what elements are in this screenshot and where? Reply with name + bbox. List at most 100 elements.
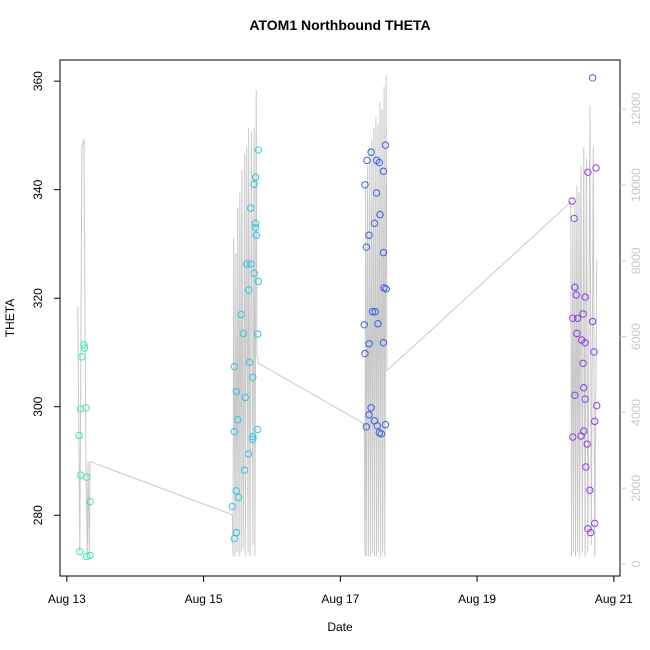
point xyxy=(240,466,249,474)
y2-tick-label: 10000 xyxy=(629,168,643,202)
point xyxy=(584,168,592,177)
point xyxy=(382,285,390,293)
point xyxy=(253,330,262,338)
point xyxy=(591,417,599,426)
point xyxy=(571,283,579,292)
plot-box xyxy=(59,59,621,577)
point xyxy=(593,401,601,410)
point xyxy=(367,404,375,412)
point xyxy=(590,348,598,356)
point xyxy=(570,214,578,223)
point xyxy=(75,431,83,440)
point xyxy=(579,359,587,368)
point xyxy=(86,551,94,560)
y2-tick-label: 0 xyxy=(629,560,643,567)
point xyxy=(232,387,241,396)
point xyxy=(374,319,382,328)
point xyxy=(591,519,599,528)
point xyxy=(569,433,577,441)
point xyxy=(368,308,377,316)
point xyxy=(588,317,597,326)
point xyxy=(251,219,260,228)
point xyxy=(80,341,88,349)
point xyxy=(370,219,379,228)
point xyxy=(234,416,242,424)
point xyxy=(251,223,260,232)
point xyxy=(249,373,257,382)
point xyxy=(579,310,587,318)
point xyxy=(583,440,591,448)
point xyxy=(581,395,589,403)
point xyxy=(568,197,576,205)
point xyxy=(76,547,84,556)
point xyxy=(365,340,373,348)
x-tick-label: Aug 19 xyxy=(458,592,496,606)
point xyxy=(76,405,85,413)
point xyxy=(580,427,588,435)
point xyxy=(371,308,379,316)
point xyxy=(361,181,369,189)
chart-title: ATOM1 Northbound THETA xyxy=(249,17,430,33)
y2-tick-label: 8000 xyxy=(629,247,643,274)
point xyxy=(232,487,241,495)
point xyxy=(569,314,577,322)
point xyxy=(372,189,381,197)
point xyxy=(252,231,260,239)
point xyxy=(362,423,371,431)
point xyxy=(245,450,253,458)
point xyxy=(82,404,90,412)
y-tick-label: 300 xyxy=(31,396,45,416)
point xyxy=(381,141,390,149)
point xyxy=(367,148,375,156)
point xyxy=(228,502,237,511)
point xyxy=(573,329,581,338)
point xyxy=(241,393,249,402)
point xyxy=(245,358,254,366)
point xyxy=(376,210,384,219)
line xyxy=(77,75,598,557)
point xyxy=(78,353,86,361)
point xyxy=(245,286,253,294)
point xyxy=(361,349,369,358)
point xyxy=(586,528,595,537)
x-tick-label: Aug 15 xyxy=(185,592,223,606)
point xyxy=(86,497,94,506)
y-tick-label: 340 xyxy=(31,179,45,199)
point xyxy=(239,329,247,338)
point xyxy=(580,384,588,392)
y-tick-label: 280 xyxy=(31,505,45,525)
y2-tick-label: 6000 xyxy=(629,323,643,350)
point xyxy=(251,173,260,181)
point xyxy=(360,321,368,329)
point xyxy=(230,427,239,436)
point xyxy=(582,463,590,471)
x-tick-label: Aug 13 xyxy=(48,592,86,606)
point xyxy=(362,243,371,251)
x-tick-label: Aug 17 xyxy=(321,592,359,606)
point xyxy=(375,158,384,167)
y-axis-label: THETA xyxy=(3,299,17,337)
point xyxy=(254,146,262,154)
point xyxy=(581,293,589,301)
point xyxy=(377,430,386,438)
point xyxy=(242,260,251,268)
point xyxy=(379,248,388,257)
point xyxy=(581,338,589,347)
y-tick-label: 360 xyxy=(31,71,45,91)
point xyxy=(365,411,373,419)
point xyxy=(249,432,257,441)
point xyxy=(234,493,243,502)
point xyxy=(237,310,245,319)
point xyxy=(82,552,91,561)
y2-tick-label: 4000 xyxy=(629,399,643,426)
point xyxy=(254,277,262,286)
point xyxy=(250,180,258,188)
point xyxy=(232,528,241,537)
point xyxy=(379,167,388,175)
x-tick-label: Aug 21 xyxy=(595,592,633,606)
point xyxy=(588,74,597,82)
point xyxy=(592,164,600,172)
x-axis-label: Date xyxy=(327,620,353,634)
point xyxy=(247,204,255,212)
